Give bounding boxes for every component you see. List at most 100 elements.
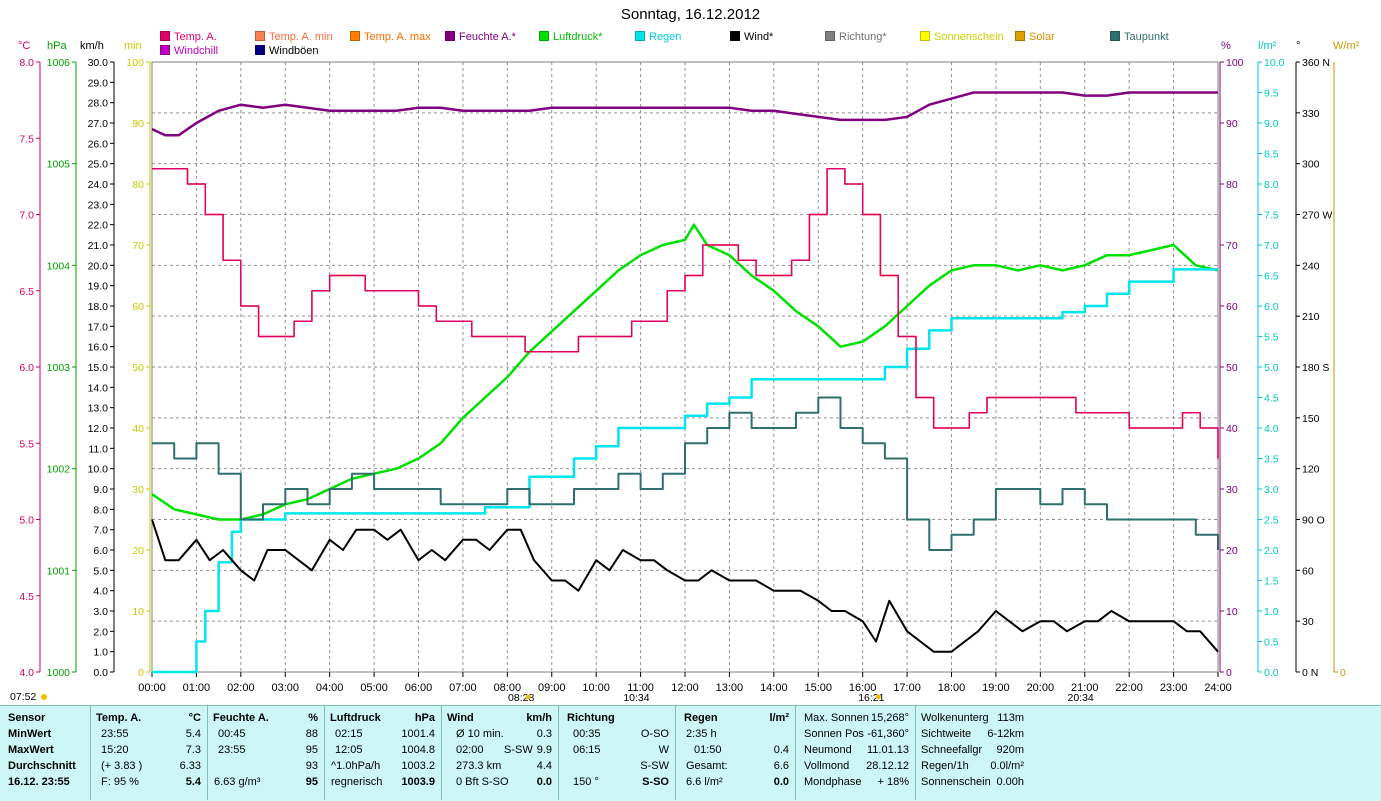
feuchte-avg-val: 93: [305, 760, 318, 772]
x-tick-label: 15:00: [804, 682, 832, 694]
axis-tick-label-left: 15.0: [88, 362, 109, 374]
axis-unit-hpa: hPa: [47, 40, 67, 52]
axis-tick-label-left: 16.0: [88, 342, 109, 354]
sonnenschein-label: Sonnenschein: [921, 776, 991, 788]
mondphase-label: Mondphase: [804, 776, 862, 788]
axis-tick-label-right: 5.5: [1264, 332, 1279, 344]
axis-tick-label-left: 0: [138, 667, 144, 679]
axis-tick-label-left: 1005: [47, 159, 71, 171]
axis-tick-label-left: 1001: [47, 565, 71, 577]
axis-tick-label-left: 18.0: [88, 301, 109, 313]
axis-tick-label-right: 7.0: [1264, 240, 1279, 252]
legend-swatch: [920, 31, 930, 41]
wind-header: Wind: [447, 712, 474, 724]
axis-tick-label-left: 22.0: [88, 220, 109, 232]
legend-luftdruck: Luftdruck*: [539, 31, 603, 43]
axis-tick-label-right: 80: [1226, 179, 1238, 191]
luftdruck-unit: hPa: [414, 712, 435, 724]
richtung-max-val: W: [658, 744, 669, 756]
axis-tick-label-right: 6.0: [1264, 301, 1279, 313]
luftdruck-max-val: 1004.8: [401, 744, 435, 756]
richtung-min-val: O-SO: [640, 728, 669, 740]
sensor-min-label: MinWert: [8, 728, 52, 740]
stats-feuchte: Feuchte A. % 00:45 88 23:55 95 93 6.63 g…: [207, 705, 324, 800]
axis-tick-label-right: 30: [1302, 616, 1314, 628]
temp-f-note: F: 95 %: [101, 776, 139, 788]
regen-max-time: 01:50: [694, 744, 722, 756]
axis-tick-label-right: 240: [1302, 260, 1320, 272]
axis-unit-min: min: [124, 40, 142, 52]
axis-tick-label-left: 12.0: [88, 423, 109, 435]
axis-tick-label-left: 60: [132, 301, 144, 313]
sichtweite-label: Sichtweite: [921, 728, 972, 740]
axis-tick-label-left: 8.0: [93, 504, 108, 516]
temp-min-val: 5.4: [185, 728, 201, 740]
chart-title: Sonntag, 16.12.2012: [620, 6, 761, 23]
x-tick-label: 16:00: [849, 682, 877, 694]
axis-tick-label-left: 40: [132, 423, 144, 435]
legend-label: Temp. A.: [174, 31, 217, 43]
axis-tick-label-left: 10.0: [88, 464, 109, 476]
luftdruck-min-val: 1001.4: [401, 728, 435, 740]
axis-tick-label-left: 90: [132, 118, 144, 130]
mondphase-val: + 18%: [877, 776, 910, 788]
axis-tick-label-left: 1.0: [93, 647, 108, 659]
axis-tick-label-right: 180 S: [1302, 362, 1329, 374]
axis-tick-label-right: 8.5: [1264, 149, 1279, 161]
richtung-min-time: 00:35: [573, 728, 601, 740]
axis-tick-label-right: 2.5: [1264, 515, 1279, 527]
x-tick-label: 19:00: [982, 682, 1010, 694]
legend-swatch: [160, 45, 170, 55]
axis-tick-label-left: 70: [132, 240, 144, 252]
regen-total-val: 6.6: [773, 760, 789, 772]
legend-feuchte: Feuchte A.*: [445, 31, 516, 43]
axis-tick-label-right: 360 N: [1302, 57, 1330, 69]
legend-label: Temp. A. min: [269, 31, 333, 43]
wind-avg-val: 0.3: [536, 728, 552, 740]
temp-min-time: 23:55: [101, 728, 129, 740]
legend-label: Richtung*: [839, 31, 887, 43]
stats-sun: Max. Sonnen 15,268° Sonnen Pos -61,360° …: [795, 705, 915, 800]
regen1h-label: Regen/1h: [921, 760, 969, 772]
axis-tick-label-left: 7.5: [19, 133, 34, 145]
axis-tick-label-left: 10: [132, 606, 144, 618]
x-tick-label: 11:00: [627, 682, 654, 694]
axis-tick-label-left: 4.0: [93, 586, 108, 598]
wind-unit: km/h: [526, 712, 552, 724]
temp-avg-note: (+ 3.83 ): [101, 760, 143, 772]
richtung-deg: 150 °: [573, 776, 599, 788]
legend-solar: Solar: [1015, 31, 1055, 43]
sensor-avg-label: Durchschnitt: [8, 760, 76, 772]
axis-tick-label-left: 29.0: [88, 77, 109, 89]
legend-label: Windböen: [269, 45, 319, 57]
axis-tick-label-right: 30: [1226, 484, 1238, 496]
neumond-val: 11.01.13: [866, 744, 909, 756]
sunset-label: 16:21: [858, 692, 884, 704]
axis-tick-label-left: 80: [132, 179, 144, 191]
regen-current: 0.0: [773, 776, 789, 788]
legend-swatch: [350, 31, 360, 41]
feuchte-min-time: 00:45: [218, 728, 246, 740]
axis-tick-label-right: 330: [1302, 108, 1320, 120]
axis-tick-label-left: 1002: [47, 464, 71, 476]
legend-temp-min: Temp. A. min: [255, 31, 333, 43]
axis-tick-label-left: 0.0: [93, 667, 108, 679]
axis-tick-label-left: 7.0: [19, 210, 34, 222]
x-tick-label: 14:00: [760, 682, 788, 694]
series-wind: [151, 519, 1219, 653]
axis-tick-label-left: 1003: [47, 362, 71, 374]
regen-unit: l/m²: [769, 712, 789, 724]
legend-label: Luftdruck*: [553, 31, 603, 43]
axis-tick-label-right: 100: [1226, 57, 1244, 69]
axis-tick-label-left: 1000: [47, 667, 71, 679]
axis-tick-label-right: 9.5: [1264, 88, 1279, 100]
axis-tick-label-left: 1004: [47, 260, 71, 272]
axis-tick-label-right: 0.0: [1264, 667, 1279, 679]
legend-temp-max: Temp. A. max: [350, 31, 431, 43]
axis-tick-label-right: 120: [1302, 464, 1320, 476]
axis-tick-label-right: 1.0: [1264, 606, 1279, 618]
luftdruck-forecast: regnerisch: [331, 776, 383, 788]
legend-swatch: [255, 45, 265, 55]
axis-tick-label-left: 1006: [47, 57, 71, 69]
axis-tick-label-left: 5.5: [19, 438, 34, 450]
